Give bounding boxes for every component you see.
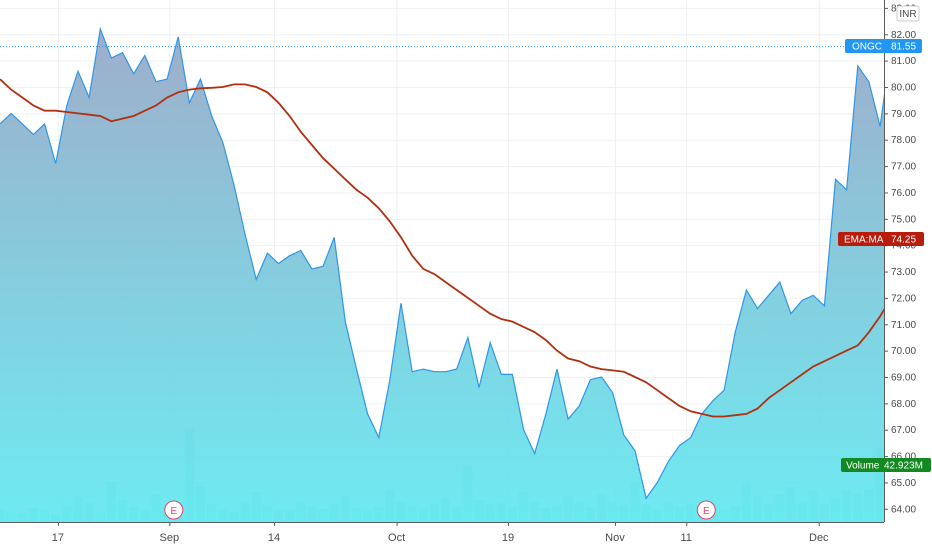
- currency-badge[interactable]: INR: [896, 5, 920, 22]
- y-tick-label: 64.00: [891, 504, 916, 515]
- price-area: [0, 26, 891, 522]
- y-tick-label: 76.00: [891, 188, 916, 199]
- earnings-marker[interactable]: [696, 500, 716, 520]
- y-tick-label: 75.00: [891, 214, 916, 225]
- price-tag-value: 81.55: [891, 42, 916, 53]
- x-tick-label: 19: [502, 532, 514, 544]
- y-tick-label: 70.00: [891, 346, 916, 357]
- x-tick-label: Dec: [809, 532, 829, 544]
- price-area-fill: [0, 29, 884, 522]
- ema-line[interactable]: [0, 78, 925, 418]
- y-tick-label: 66.00: [891, 452, 916, 463]
- y-tick-label: 78.00: [891, 135, 916, 146]
- x-tick-label: Nov: [605, 532, 625, 544]
- ema-tag-value: 74.25: [891, 235, 916, 246]
- price-tag-symbol: ONGC: [852, 42, 882, 53]
- volume-tag[interactable]: Volume 42.923M: [841, 458, 931, 472]
- y-tick-label: 80.00: [891, 83, 916, 94]
- x-tick-label: 17: [52, 532, 64, 544]
- x-tick-label: Oct: [388, 532, 405, 544]
- price-tag[interactable]: ONGC 81.55: [845, 39, 922, 53]
- x-tick-label: Sep: [160, 532, 180, 544]
- y-tick-label: 71.00: [891, 320, 916, 331]
- price-line[interactable]: [0, 26, 891, 500]
- y-tick-label: 82.00: [891, 30, 916, 41]
- x-tick-label: 11: [681, 532, 692, 544]
- volume-tag-value: 42.923M: [884, 461, 923, 472]
- ema-tag[interactable]: EMA:MA 74.25: [838, 232, 924, 246]
- ema-layer: [0, 78, 925, 418]
- y-tick-label: 68.00: [891, 399, 916, 410]
- ema-tag-label: EMA:MA: [844, 235, 884, 246]
- earnings-marker-label: E: [703, 506, 710, 517]
- y-tick-label: 69.00: [891, 373, 916, 384]
- x-axis-ticks[interactable]: 17 Sep 14 Oct 19 Nov 11 Dec: [52, 522, 829, 544]
- y-tick-label: 72.00: [891, 293, 916, 304]
- earnings-marker-label: E: [170, 506, 177, 517]
- volume-tag-label: Volume: [846, 461, 880, 472]
- y-tick-label: 79.00: [891, 109, 916, 120]
- earnings-marker[interactable]: [164, 500, 184, 520]
- y-axis-ticks[interactable]: 64.00 65.00 66.00 67.00 68.00 69.00 70.00 71.00…: [884, 3, 916, 515]
- y-tick-label: 67.00: [891, 425, 916, 436]
- x-tick-label: 14: [268, 532, 280, 544]
- y-tick-label: 73.00: [891, 267, 916, 278]
- y-tick-label: 65.00: [891, 478, 916, 489]
- currency-label: INR: [899, 9, 916, 20]
- y-tick-label: 81.00: [891, 56, 916, 67]
- y-tick-label: 77.00: [891, 162, 916, 173]
- y-tick-label: 74.00: [891, 241, 916, 252]
